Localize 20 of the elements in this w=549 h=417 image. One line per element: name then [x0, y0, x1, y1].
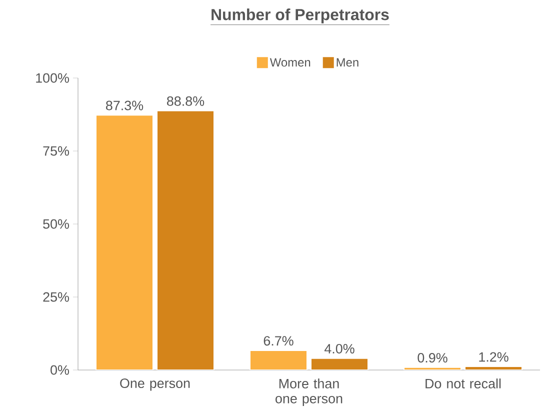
data-label: 4.0% — [324, 344, 354, 354]
chart-title: Number of Perpetrators — [212, 8, 389, 24]
legend-label: Women — [270, 58, 310, 67]
data-label: 88.8% — [167, 96, 204, 106]
x-tick-label: More than one person — [276, 378, 342, 406]
data-label: 1.2% — [479, 352, 508, 362]
y-tick-label: 75% — [43, 146, 69, 156]
bar — [96, 114, 154, 370]
bar — [156, 110, 214, 370]
bar — [250, 350, 308, 370]
legend-label: Men — [336, 58, 358, 67]
data-label: 0.9% — [418, 353, 448, 363]
y-tick-label: 50% — [43, 219, 69, 229]
y-tick-label: 100% — [36, 73, 69, 83]
y-tick-label: 25% — [43, 292, 69, 302]
x-tick-label: Do not recall — [426, 378, 501, 388]
data-label: 87.3% — [106, 100, 144, 110]
x-tick-label: One person — [120, 378, 190, 391]
data-label: 6.7% — [264, 336, 294, 346]
y-tick-label: 0% — [50, 365, 69, 375]
